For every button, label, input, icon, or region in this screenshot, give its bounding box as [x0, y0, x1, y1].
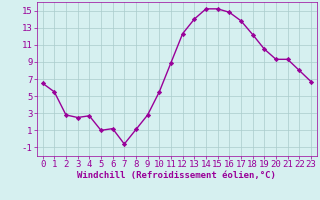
X-axis label: Windchill (Refroidissement éolien,°C): Windchill (Refroidissement éolien,°C)	[77, 171, 276, 180]
